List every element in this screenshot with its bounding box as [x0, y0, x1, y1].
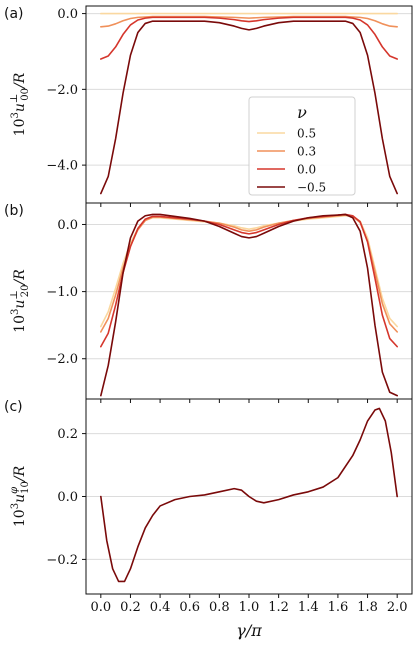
series-line-1	[100, 214, 398, 328]
legend-entry-label: 0.0	[297, 163, 316, 177]
x-tick-label: 1.4	[298, 600, 319, 615]
y-axis-label: 103u⊥00/R	[9, 72, 31, 136]
y-tick-label: −4.0	[46, 159, 78, 174]
legend: ν 0.5 0.3 0.0 −0.5	[248, 96, 356, 196]
series-line-3	[100, 16, 398, 60]
legend-entry-label: −0.5	[297, 181, 326, 195]
y-tick-label: −1.0	[46, 285, 78, 300]
panel-b: 0.0 −1.0 −2.0 (b) 103u⊥20/R	[4, 202, 413, 403]
series-line-4	[100, 213, 398, 397]
panel-label: (b)	[4, 203, 24, 219]
x-tick-label: 0.8	[209, 600, 230, 615]
panel-label: (a)	[4, 6, 24, 22]
x-tick-label: 1.6	[328, 600, 349, 615]
y-tick-label: −2.0	[46, 352, 78, 367]
x-tick-label: 0.4	[150, 600, 171, 615]
legend-entry-label: 0.5	[297, 127, 316, 141]
legend-box	[248, 96, 356, 196]
y-tick-label: 0.0	[57, 218, 78, 233]
y-tick-label: 0.0	[57, 7, 78, 22]
legend-entry-label: 0.3	[297, 145, 316, 159]
x-tick-label: 0.0	[90, 600, 111, 615]
series-line-2	[100, 214, 398, 333]
axes-frame	[85, 202, 413, 400]
y-tick-label: −2.0	[46, 83, 78, 98]
y-tick-label: 0.2	[57, 427, 78, 442]
x-tick-label: 1.8	[357, 600, 378, 615]
x-tick-label: 0.6	[179, 600, 200, 615]
x-tick-label: 2.0	[387, 600, 408, 615]
y-tick-label: 0.0	[57, 490, 78, 505]
y-axis-label: 103uφ10/R	[9, 465, 31, 527]
y-tick-label: −0.2	[46, 553, 78, 568]
series-line-2	[100, 15, 398, 28]
x-tick-label: 1.0	[239, 600, 260, 615]
series-line-3	[100, 213, 398, 348]
y-axis-label: 103u⊥20/R	[9, 269, 31, 333]
panel-label: (c)	[4, 399, 23, 415]
panel-a: 0.0 −2.0 −4.0 (a) 103u⊥00/R ν 0.5 0.3 0.0 −0.5	[4, 5, 413, 207]
x-tick-label: 1.2	[268, 600, 289, 615]
x-tick-label: 0.2	[120, 600, 141, 615]
series-line-1	[100, 407, 398, 583]
series-line-4	[100, 20, 398, 195]
legend-title: ν	[297, 103, 307, 122]
panel-c: 0.2 0.0 −0.2 0.0 0.2 0.4 0.6 0.8 1.0 1.2 1.4 1.6 1.8…	[4, 398, 413, 640]
x-axis-label: γ/π	[236, 621, 262, 640]
